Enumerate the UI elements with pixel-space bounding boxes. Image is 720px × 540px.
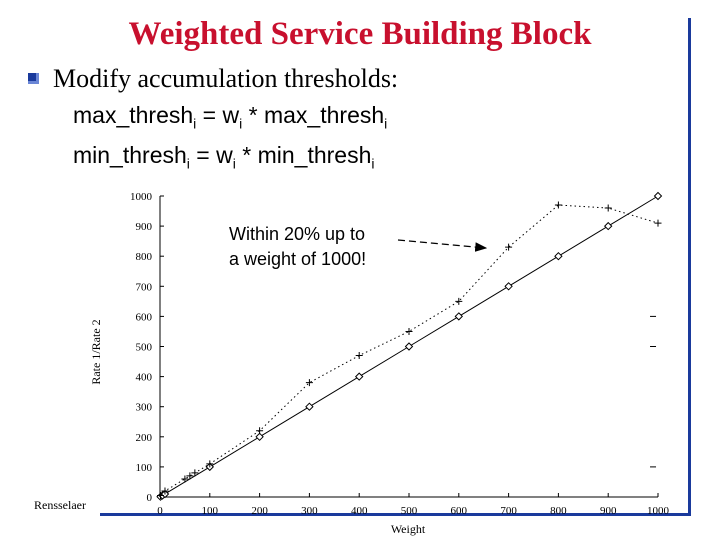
- y-tick-label: 300: [136, 402, 153, 414]
- x-axis-label: Weight: [391, 522, 426, 536]
- plus-point: [186, 472, 194, 480]
- y-tick-label: 1000: [130, 191, 153, 203]
- formula-2-lhs-sub: i: [186, 155, 190, 172]
- diamond-point: [454, 312, 464, 321]
- slide-title: Weighted Service Building Block: [128, 16, 592, 52]
- x-tick-label: 800: [550, 505, 567, 517]
- plus-point: [455, 297, 463, 305]
- plus-point: [554, 201, 562, 209]
- x-tick-label: 300: [301, 505, 318, 517]
- plus-point: [505, 243, 513, 251]
- plus-point: [161, 487, 169, 495]
- plus-point: [355, 352, 363, 360]
- diamond-point: [404, 342, 414, 351]
- diamond-point: [504, 282, 513, 291]
- formula-2-w-sub: i: [232, 155, 236, 172]
- formula-2-lhs: min_thresh: [73, 142, 187, 168]
- formula-2-eq: = w: [189, 142, 233, 168]
- x-tick-label: 200: [251, 505, 268, 517]
- y-tick-label: 900: [136, 221, 153, 233]
- plus-point: [604, 204, 612, 212]
- rensselaer-logo: Rensselaer: [34, 498, 86, 512]
- slide-frame-bottom: [100, 513, 691, 516]
- plus-point: [156, 491, 164, 499]
- formula-1-lhs: max_thresh: [73, 102, 194, 128]
- slide-frame-right: [688, 18, 691, 516]
- bullet-square-icon: [28, 73, 39, 84]
- y-axis-label: Rate 1/Rate 2: [89, 319, 103, 384]
- y-tick-label: 200: [136, 432, 153, 444]
- formula-2-rhs-sub: i: [371, 155, 375, 172]
- formula-2-rhs: * min_thresh: [235, 142, 372, 168]
- annotation-arrow: [397, 239, 488, 252]
- bullet-text: Modify accumulation thresholds:: [53, 64, 399, 93]
- diamond-point: [354, 372, 364, 381]
- annotation-line-1: Within 20% up to: [229, 224, 365, 244]
- formula-max-thresh: max_threshi = wi * max_threshi: [73, 102, 387, 132]
- formula-1-rhs: * max_thresh: [242, 102, 385, 128]
- x-tick-label: 100: [202, 505, 219, 517]
- plus-point: [256, 427, 264, 435]
- series-layer: [156, 191, 663, 501]
- y-tick-label: 500: [136, 342, 153, 354]
- plus-point: [405, 327, 413, 335]
- axes: 0 100 200 300 400 500 600 700 800 900 1000 0 100 200 3…: [130, 191, 670, 517]
- plus-point: [654, 219, 662, 227]
- diamond-point: [554, 251, 563, 261]
- diamond-point: [305, 402, 314, 411]
- diamond-point: [255, 432, 264, 442]
- series-measured-line: [160, 204, 659, 496]
- y-tick-label: 700: [136, 281, 153, 293]
- y-tick-label: 0: [147, 492, 153, 504]
- y-tick-label: 400: [136, 372, 153, 384]
- formula-1-rhs-sub: i: [384, 115, 388, 132]
- x-tick-label: 600: [451, 505, 468, 517]
- bullet-item: Modify accumulation thresholds:: [28, 64, 398, 94]
- y-tick-label: 100: [136, 462, 153, 474]
- y-tick-label: 600: [136, 311, 153, 323]
- formula-1-eq: = w: [196, 102, 240, 128]
- x-tick-label: 400: [351, 505, 368, 517]
- plus-point: [305, 379, 313, 387]
- plus-point: [181, 475, 189, 483]
- x-tick-label: 1000: [647, 505, 670, 517]
- x-tick-label: 900: [600, 505, 617, 517]
- plus-point: [206, 460, 214, 468]
- diamond-point: [653, 191, 663, 201]
- plus-point: [191, 469, 199, 477]
- y-tick-label: 800: [136, 251, 153, 263]
- x-tick-label: 500: [401, 505, 418, 517]
- formula-min-thresh: min_threshi = wi * min_threshi: [73, 142, 375, 172]
- formula-1-w-sub: i: [239, 115, 243, 132]
- annotation-line-2: a weight of 1000!: [229, 249, 366, 269]
- x-tick-label: 700: [500, 505, 517, 517]
- diamond-point: [603, 221, 613, 231]
- x-tick-label: 0: [157, 505, 163, 517]
- formula-1-lhs-sub: i: [193, 115, 197, 132]
